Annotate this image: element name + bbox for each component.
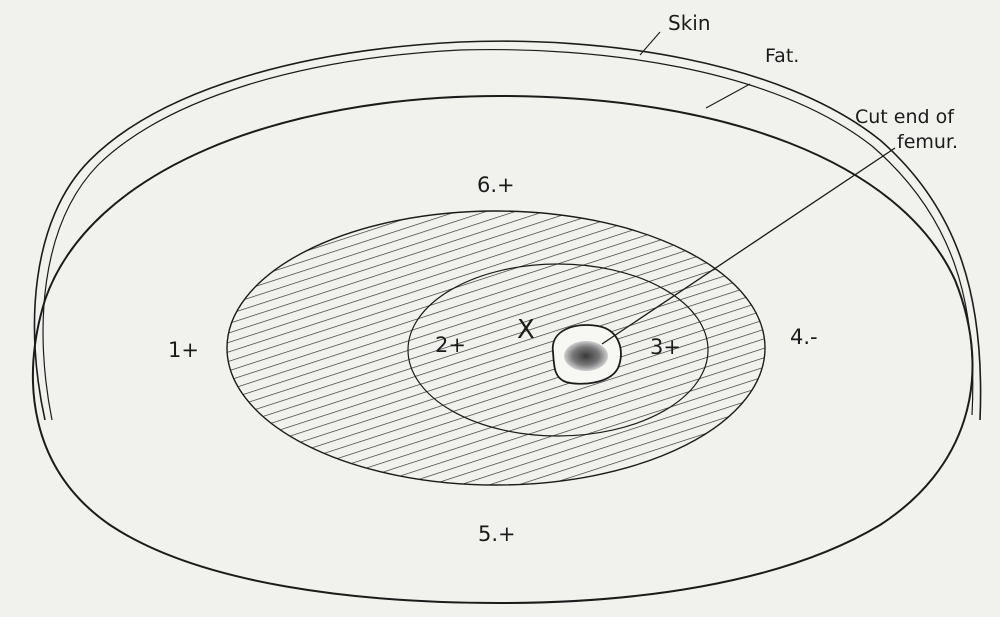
- label-skin: Skin: [668, 11, 711, 35]
- label-femur-line2: femur.: [897, 131, 958, 153]
- label-femur-line1: Cut end of: [855, 106, 955, 128]
- femur-cross-section: [552, 324, 622, 385]
- label-zone-1: 1+: [168, 338, 199, 362]
- label-zone-4: 4.-: [790, 325, 818, 349]
- label-fat: Fat.: [765, 45, 799, 67]
- skin-outline: [33, 40, 982, 421]
- marrow-icon: [564, 341, 608, 371]
- femur-leader-line: [601, 147, 896, 345]
- label-marker-x: X: [517, 315, 535, 345]
- label-zone-2: 2+: [435, 333, 466, 357]
- skin-leader-line: [639, 31, 661, 56]
- label-zone-5: 5.+: [478, 522, 516, 546]
- label-zone-6: 6.+: [477, 173, 515, 197]
- fat-outline: [31, 94, 974, 605]
- label-zone-3: 3+: [650, 335, 681, 359]
- hatched-muscle-zone: [226, 210, 766, 486]
- fat-leader-line: [705, 83, 751, 109]
- inner-zone-outline: [407, 263, 709, 437]
